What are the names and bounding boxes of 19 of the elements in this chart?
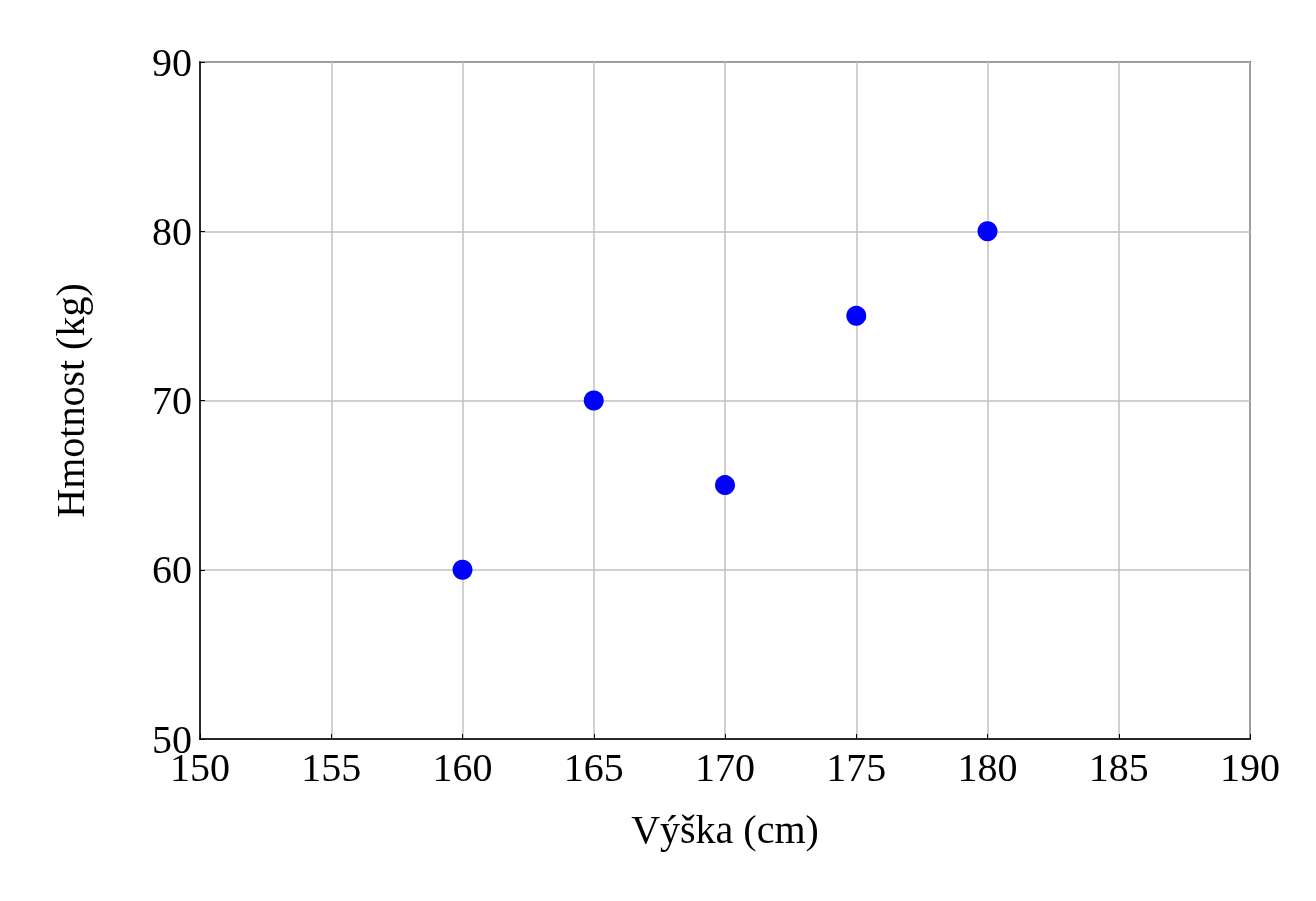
y-tick-label: 70 bbox=[152, 378, 192, 423]
x-tick-label: 165 bbox=[563, 744, 624, 790]
x-tick-label: 175 bbox=[826, 744, 887, 790]
point bbox=[715, 475, 735, 496]
point bbox=[977, 221, 998, 242]
point bbox=[846, 305, 867, 326]
x-tick-label: 185 bbox=[1088, 744, 1149, 790]
x-tick-label: 155 bbox=[301, 744, 362, 790]
y-tick-label: 60 bbox=[152, 547, 192, 593]
x-tick-label: 180 bbox=[957, 744, 1018, 790]
point bbox=[583, 390, 604, 411]
y-axis-title: Hmotnost (kg) bbox=[47, 283, 93, 518]
y-tick-label: 80 bbox=[152, 208, 192, 254]
y-tick-label: 90 bbox=[152, 39, 192, 85]
x-tick-label: 190 bbox=[1220, 744, 1280, 790]
x-tick-label: 160 bbox=[432, 744, 493, 790]
x-axis-title: Výška (cm) bbox=[631, 806, 819, 852]
x-tick-label: 170 bbox=[695, 744, 755, 790]
point bbox=[452, 559, 473, 580]
